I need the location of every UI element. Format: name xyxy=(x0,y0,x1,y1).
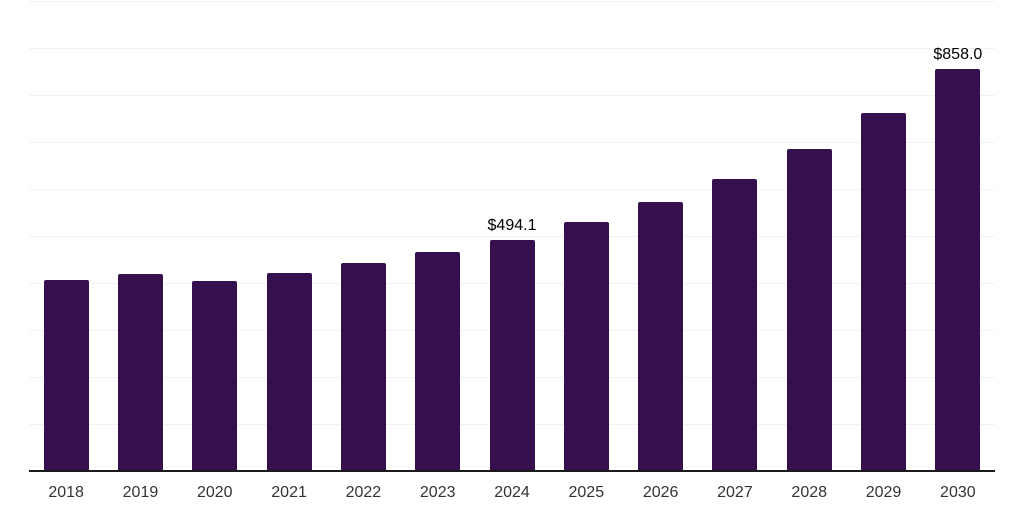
bar-2023 xyxy=(415,252,461,472)
gridline-500 xyxy=(29,236,995,237)
bar-2028 xyxy=(786,149,832,472)
x-axis-line xyxy=(29,470,995,472)
bar-2027 xyxy=(712,179,758,472)
bar-2029 xyxy=(861,112,907,472)
bar-2030 xyxy=(935,68,981,472)
x-axis-labels: 2018 2019 2020 2021 2022 2023 2024 2025 2026 2027… xyxy=(29,483,995,505)
x-tick-label-2018: 2018 xyxy=(48,484,84,501)
x-tick-label-2023: 2023 xyxy=(419,484,456,501)
x-tick-label-2024: 2024 xyxy=(494,484,530,501)
bar-2026 xyxy=(638,202,684,472)
x-tick-label-2021: 2021 xyxy=(271,484,307,501)
x-tick-label-2025: 2025 xyxy=(568,484,605,501)
x-tick-label-2026: 2026 xyxy=(642,484,679,501)
bar-2020 xyxy=(192,281,238,472)
x-tick-label-2028: 2028 xyxy=(791,484,828,501)
gridline-600 xyxy=(29,189,995,190)
bar-2018 xyxy=(43,279,89,472)
gridline-700 xyxy=(29,142,995,143)
gridline-800 xyxy=(29,95,995,96)
x-tick-label-2029: 2029 xyxy=(865,484,902,501)
bar-2021 xyxy=(266,273,312,472)
gridline-1000 xyxy=(29,1,995,2)
bar-2024 xyxy=(489,239,535,472)
data-label-2024: $494.1 xyxy=(487,216,537,234)
gridline-900 xyxy=(29,48,995,49)
x-tick-label-2030: 2030 xyxy=(940,484,976,501)
bar-2022 xyxy=(340,262,386,472)
plot-area: $494.1 $858.0 xyxy=(29,1,995,472)
x-tick-label-2019: 2019 xyxy=(122,484,159,501)
data-label-2030: $858.0 xyxy=(933,45,983,63)
bar-2025 xyxy=(563,221,609,472)
x-tick-label-2020: 2020 xyxy=(196,484,233,501)
bar-2019 xyxy=(117,274,163,472)
x-tick-label-2022: 2022 xyxy=(345,484,382,501)
x-tick-label-2027: 2027 xyxy=(717,484,753,501)
